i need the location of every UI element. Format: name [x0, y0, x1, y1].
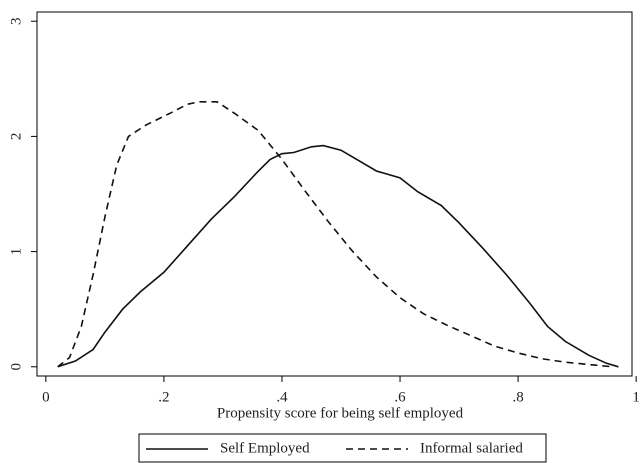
x-tick-label: .8 — [512, 389, 523, 405]
legend-label: Self Employed — [220, 440, 310, 456]
series-line — [57, 144, 619, 368]
y-tick-label: 0 — [8, 363, 24, 371]
y-tick-label: 1 — [8, 248, 24, 256]
x-tick-label: .2 — [158, 389, 169, 405]
x-tick-label: 1 — [632, 389, 640, 405]
legend-label: Informal salaried — [420, 440, 523, 456]
x-tick-label: 0 — [42, 389, 50, 405]
y-tick-label: 3 — [8, 17, 24, 25]
x-tick-label: .6 — [394, 389, 406, 405]
x-axis-label: Propensity score for being self employed — [217, 405, 464, 421]
x-tick-label: .4 — [276, 389, 288, 405]
y-tick-label: 2 — [8, 133, 24, 141]
legend-box — [138, 433, 547, 463]
series-line — [57, 101, 613, 368]
plot-frame — [36, 11, 633, 377]
